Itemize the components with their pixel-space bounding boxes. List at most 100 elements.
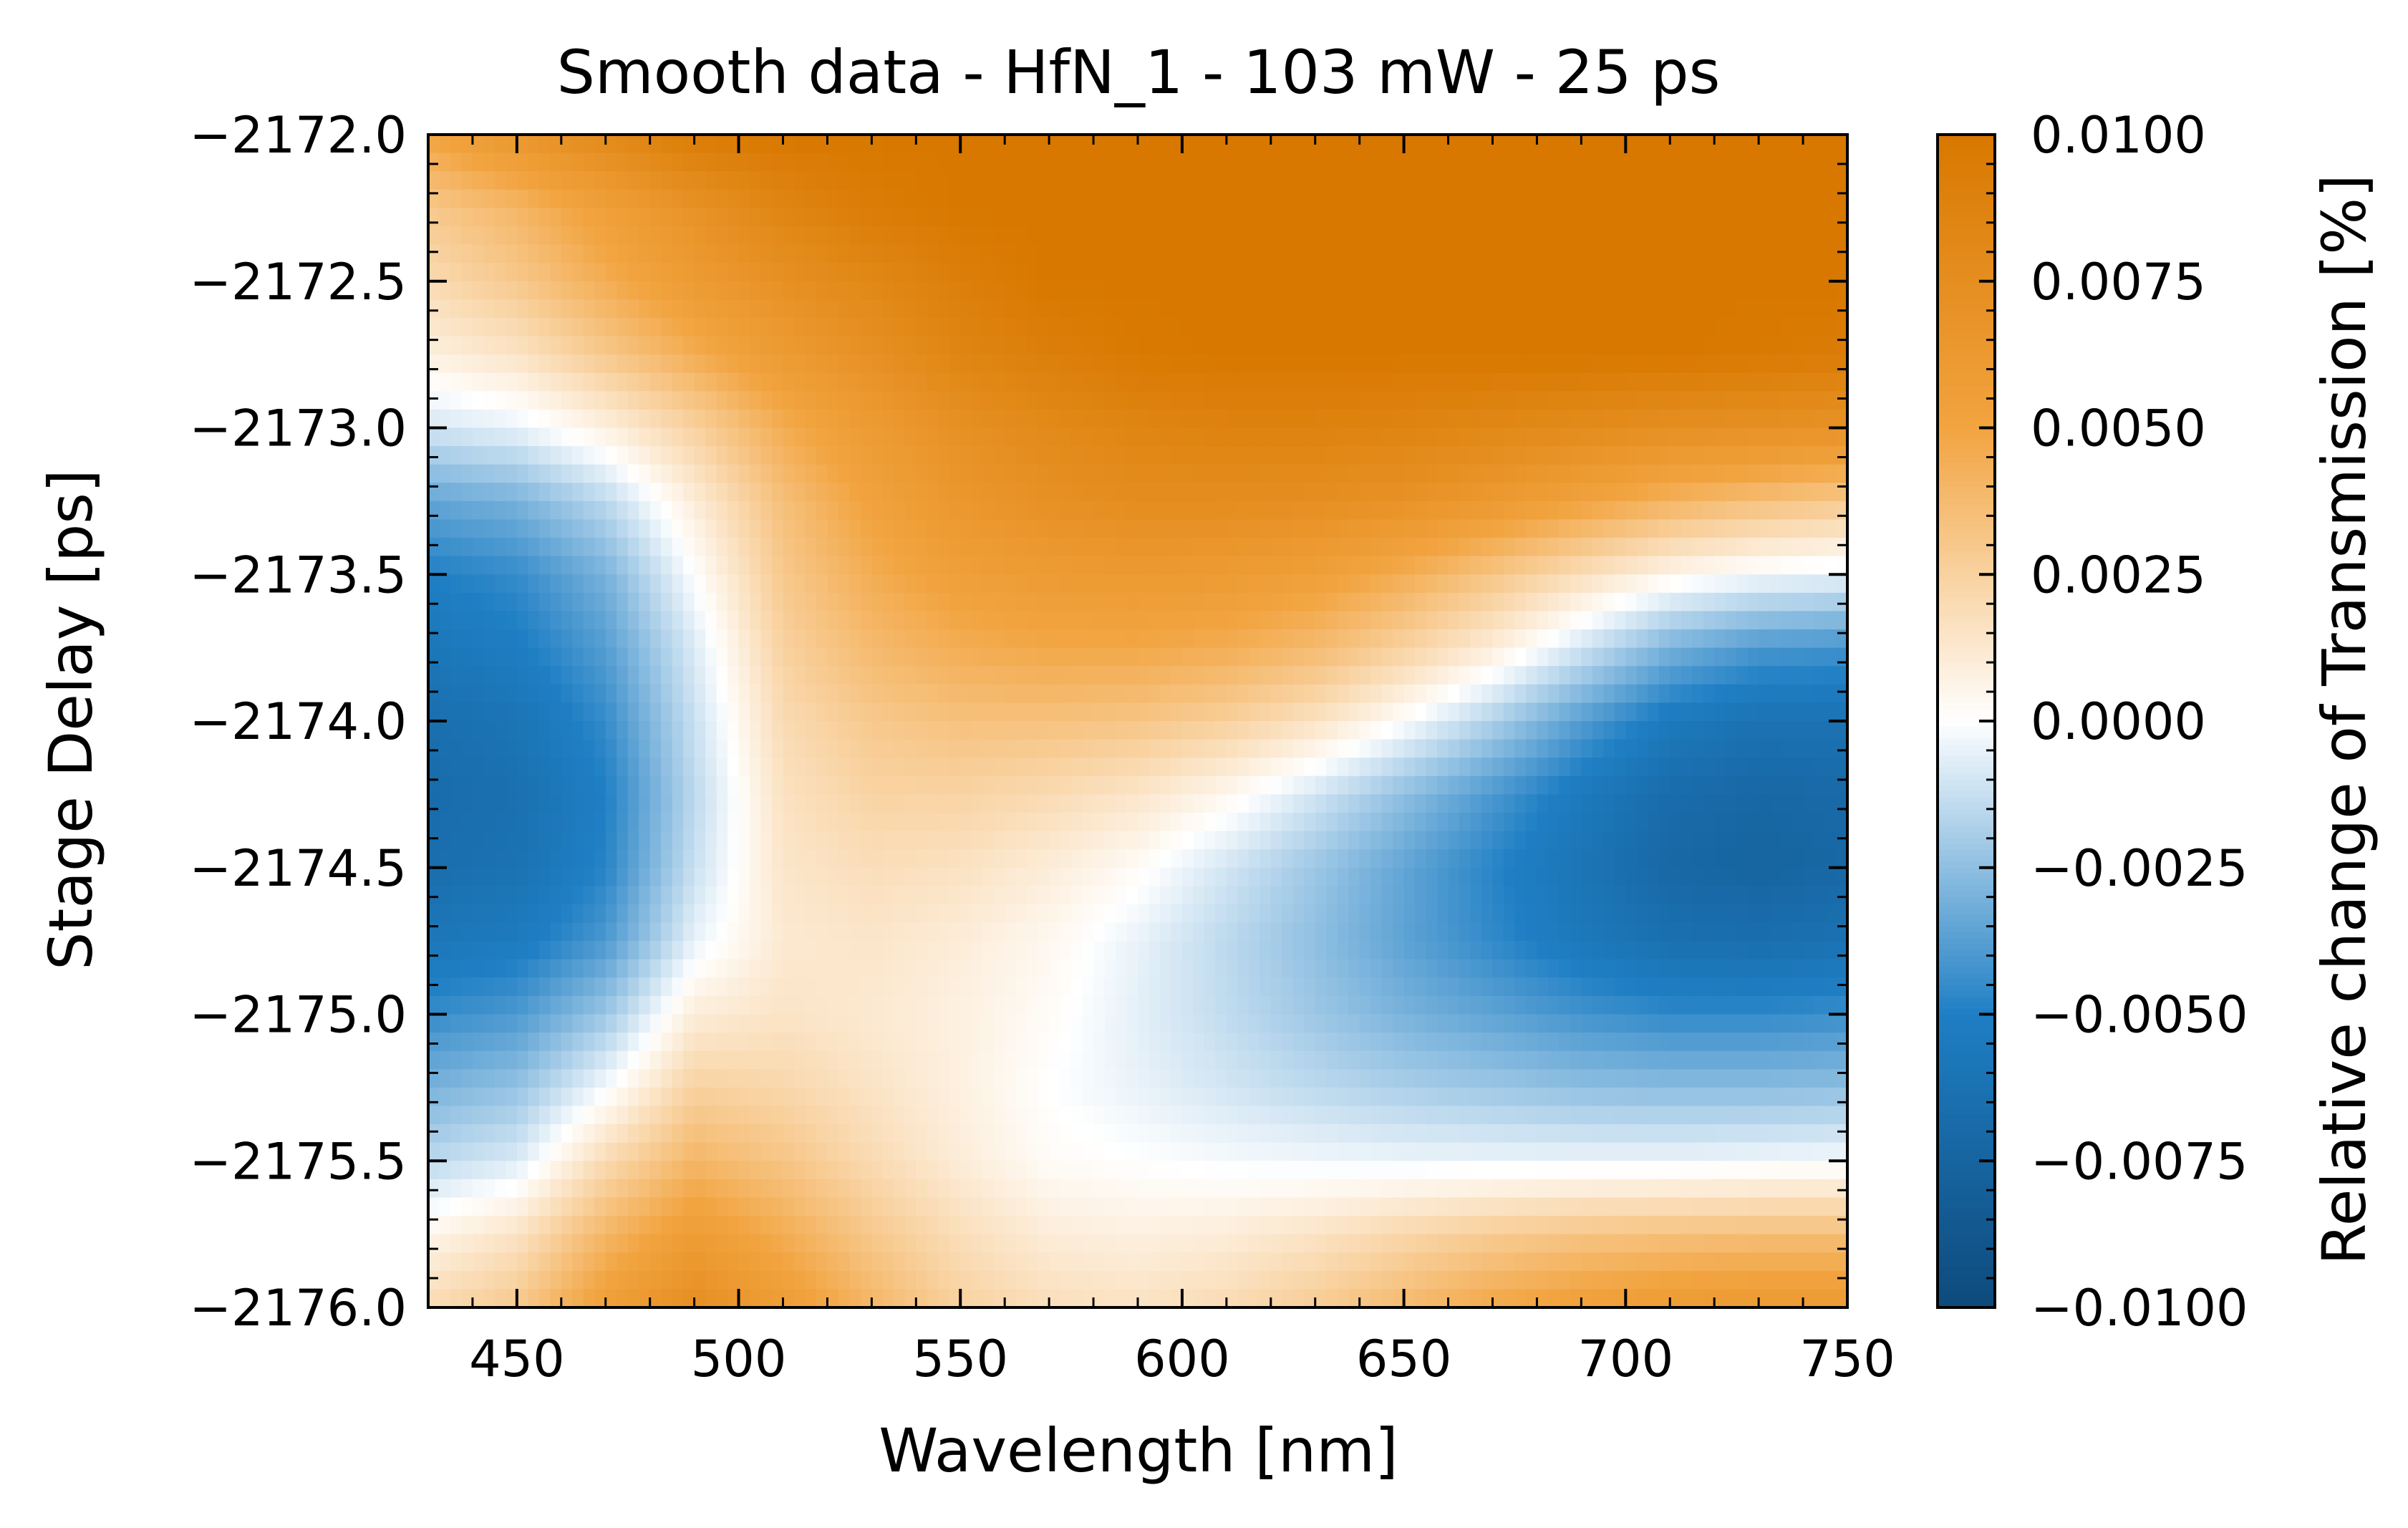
heatmap-cell — [904, 684, 917, 704]
heatmap-cell — [1681, 281, 1693, 301]
heatmap-cell — [1658, 299, 1671, 319]
heatmap-cell — [672, 647, 685, 667]
heatmap-cell — [639, 208, 651, 227]
heatmap-cell — [960, 611, 972, 630]
heatmap-cell — [1116, 409, 1128, 429]
heatmap-cell — [949, 501, 962, 521]
heatmap-cell — [705, 409, 717, 429]
heatmap-cell — [971, 354, 984, 374]
heatmap-cell — [1725, 464, 1738, 484]
heatmap-cell — [528, 812, 540, 832]
heatmap-cell — [1226, 336, 1239, 356]
heatmap-cell — [1636, 153, 1649, 173]
heatmap-cell — [1681, 446, 1693, 465]
heatmap-cell — [1581, 153, 1593, 173]
heatmap-cell — [639, 263, 651, 282]
heatmap-cell — [1149, 153, 1161, 173]
heatmap-cell — [838, 775, 851, 796]
heatmap-cell — [561, 739, 574, 759]
heatmap-cell — [716, 592, 728, 612]
heatmap-cell — [472, 519, 485, 538]
heatmap-cell — [472, 153, 485, 173]
heatmap-cell — [649, 208, 662, 227]
heatmap-cell — [627, 464, 640, 484]
heatmap-cell — [1636, 574, 1649, 594]
heatmap-cell — [1714, 391, 1726, 410]
heatmap-cell — [882, 721, 895, 740]
heatmap-cell — [561, 427, 574, 447]
heatmap-cell — [1725, 391, 1738, 410]
heatmap-cell — [1159, 611, 1172, 630]
heatmap-cell — [1703, 135, 1716, 154]
heatmap-cell — [1082, 171, 1094, 190]
heatmap-cell — [1803, 135, 1815, 154]
heatmap-cell — [1625, 794, 1638, 813]
heatmap-cell — [1714, 684, 1726, 704]
heatmap-cell — [1005, 831, 1017, 851]
heatmap-cell — [1525, 354, 1538, 374]
heatmap-cell — [516, 684, 529, 704]
heatmap-cell — [1459, 446, 1471, 465]
heatmap-cell — [960, 464, 972, 484]
heatmap-cell — [439, 739, 451, 759]
heatmap-cell — [1149, 794, 1161, 813]
heatmap-cell — [871, 647, 884, 667]
heatmap-cell — [1204, 794, 1217, 813]
heatmap-cell — [461, 372, 473, 392]
heatmap-cell — [1581, 501, 1593, 521]
heatmap-cell — [1459, 574, 1471, 594]
heatmap-cell — [716, 263, 728, 282]
heatmap-cell — [927, 538, 939, 557]
heatmap-cell — [1015, 483, 1028, 502]
heatmap-cell — [561, 189, 574, 209]
heatmap-cell — [1670, 775, 1682, 796]
heatmap-cell — [605, 611, 618, 630]
heatmap-cell — [649, 519, 662, 538]
heatmap-cell — [1836, 263, 1847, 282]
heatmap-cell — [1648, 281, 1660, 301]
heatmap-cell — [1814, 574, 1826, 594]
heatmap-cell — [616, 135, 629, 154]
heatmap-cell — [1736, 409, 1749, 429]
heatmap-cell — [882, 409, 895, 429]
heatmap-cell — [1703, 446, 1716, 465]
heatmap-cell — [860, 519, 873, 538]
heatmap-cell — [450, 354, 463, 374]
heatmap-cell — [1181, 538, 1194, 557]
heatmap-cell — [1237, 812, 1249, 832]
heatmap-cell — [1437, 758, 1449, 777]
heatmap-cell — [1326, 831, 1338, 851]
heatmap-cell — [1248, 208, 1261, 227]
heatmap-cell — [1747, 501, 1760, 521]
heatmap-cell — [1459, 336, 1471, 356]
heatmap-cell — [1171, 317, 1183, 337]
heatmap-cell — [871, 574, 884, 594]
heatmap-cell — [1525, 483, 1538, 502]
heatmap-cell — [1459, 831, 1471, 851]
heatmap-cell — [1270, 629, 1283, 649]
heatmap-cell — [439, 519, 451, 538]
heatmap-cell — [916, 446, 928, 465]
heatmap-cell — [927, 519, 939, 538]
heatmap-cell — [1315, 299, 1328, 319]
heatmap-cell — [1625, 336, 1638, 356]
heatmap-cell — [1747, 153, 1760, 173]
heatmap-cell — [960, 721, 972, 740]
heatmap-cell — [916, 538, 928, 557]
heatmap-cell — [561, 409, 574, 429]
heatmap-cell — [1038, 812, 1050, 832]
heatmap-cell — [1193, 647, 1205, 667]
heatmap-cell — [793, 611, 806, 630]
heatmap-cell — [1581, 427, 1593, 447]
heatmap-cell — [1658, 574, 1671, 594]
heatmap-cell — [494, 244, 507, 264]
heatmap-cell — [716, 135, 728, 154]
heatmap-cell — [538, 317, 551, 337]
heatmap-cell — [849, 226, 861, 246]
heatmap-cell — [528, 135, 540, 154]
heatmap-cell — [627, 372, 640, 392]
heatmap-cell — [1459, 189, 1471, 209]
heatmap-cell — [1814, 629, 1826, 649]
heatmap-cell — [827, 226, 839, 246]
heatmap-cell — [971, 226, 984, 246]
